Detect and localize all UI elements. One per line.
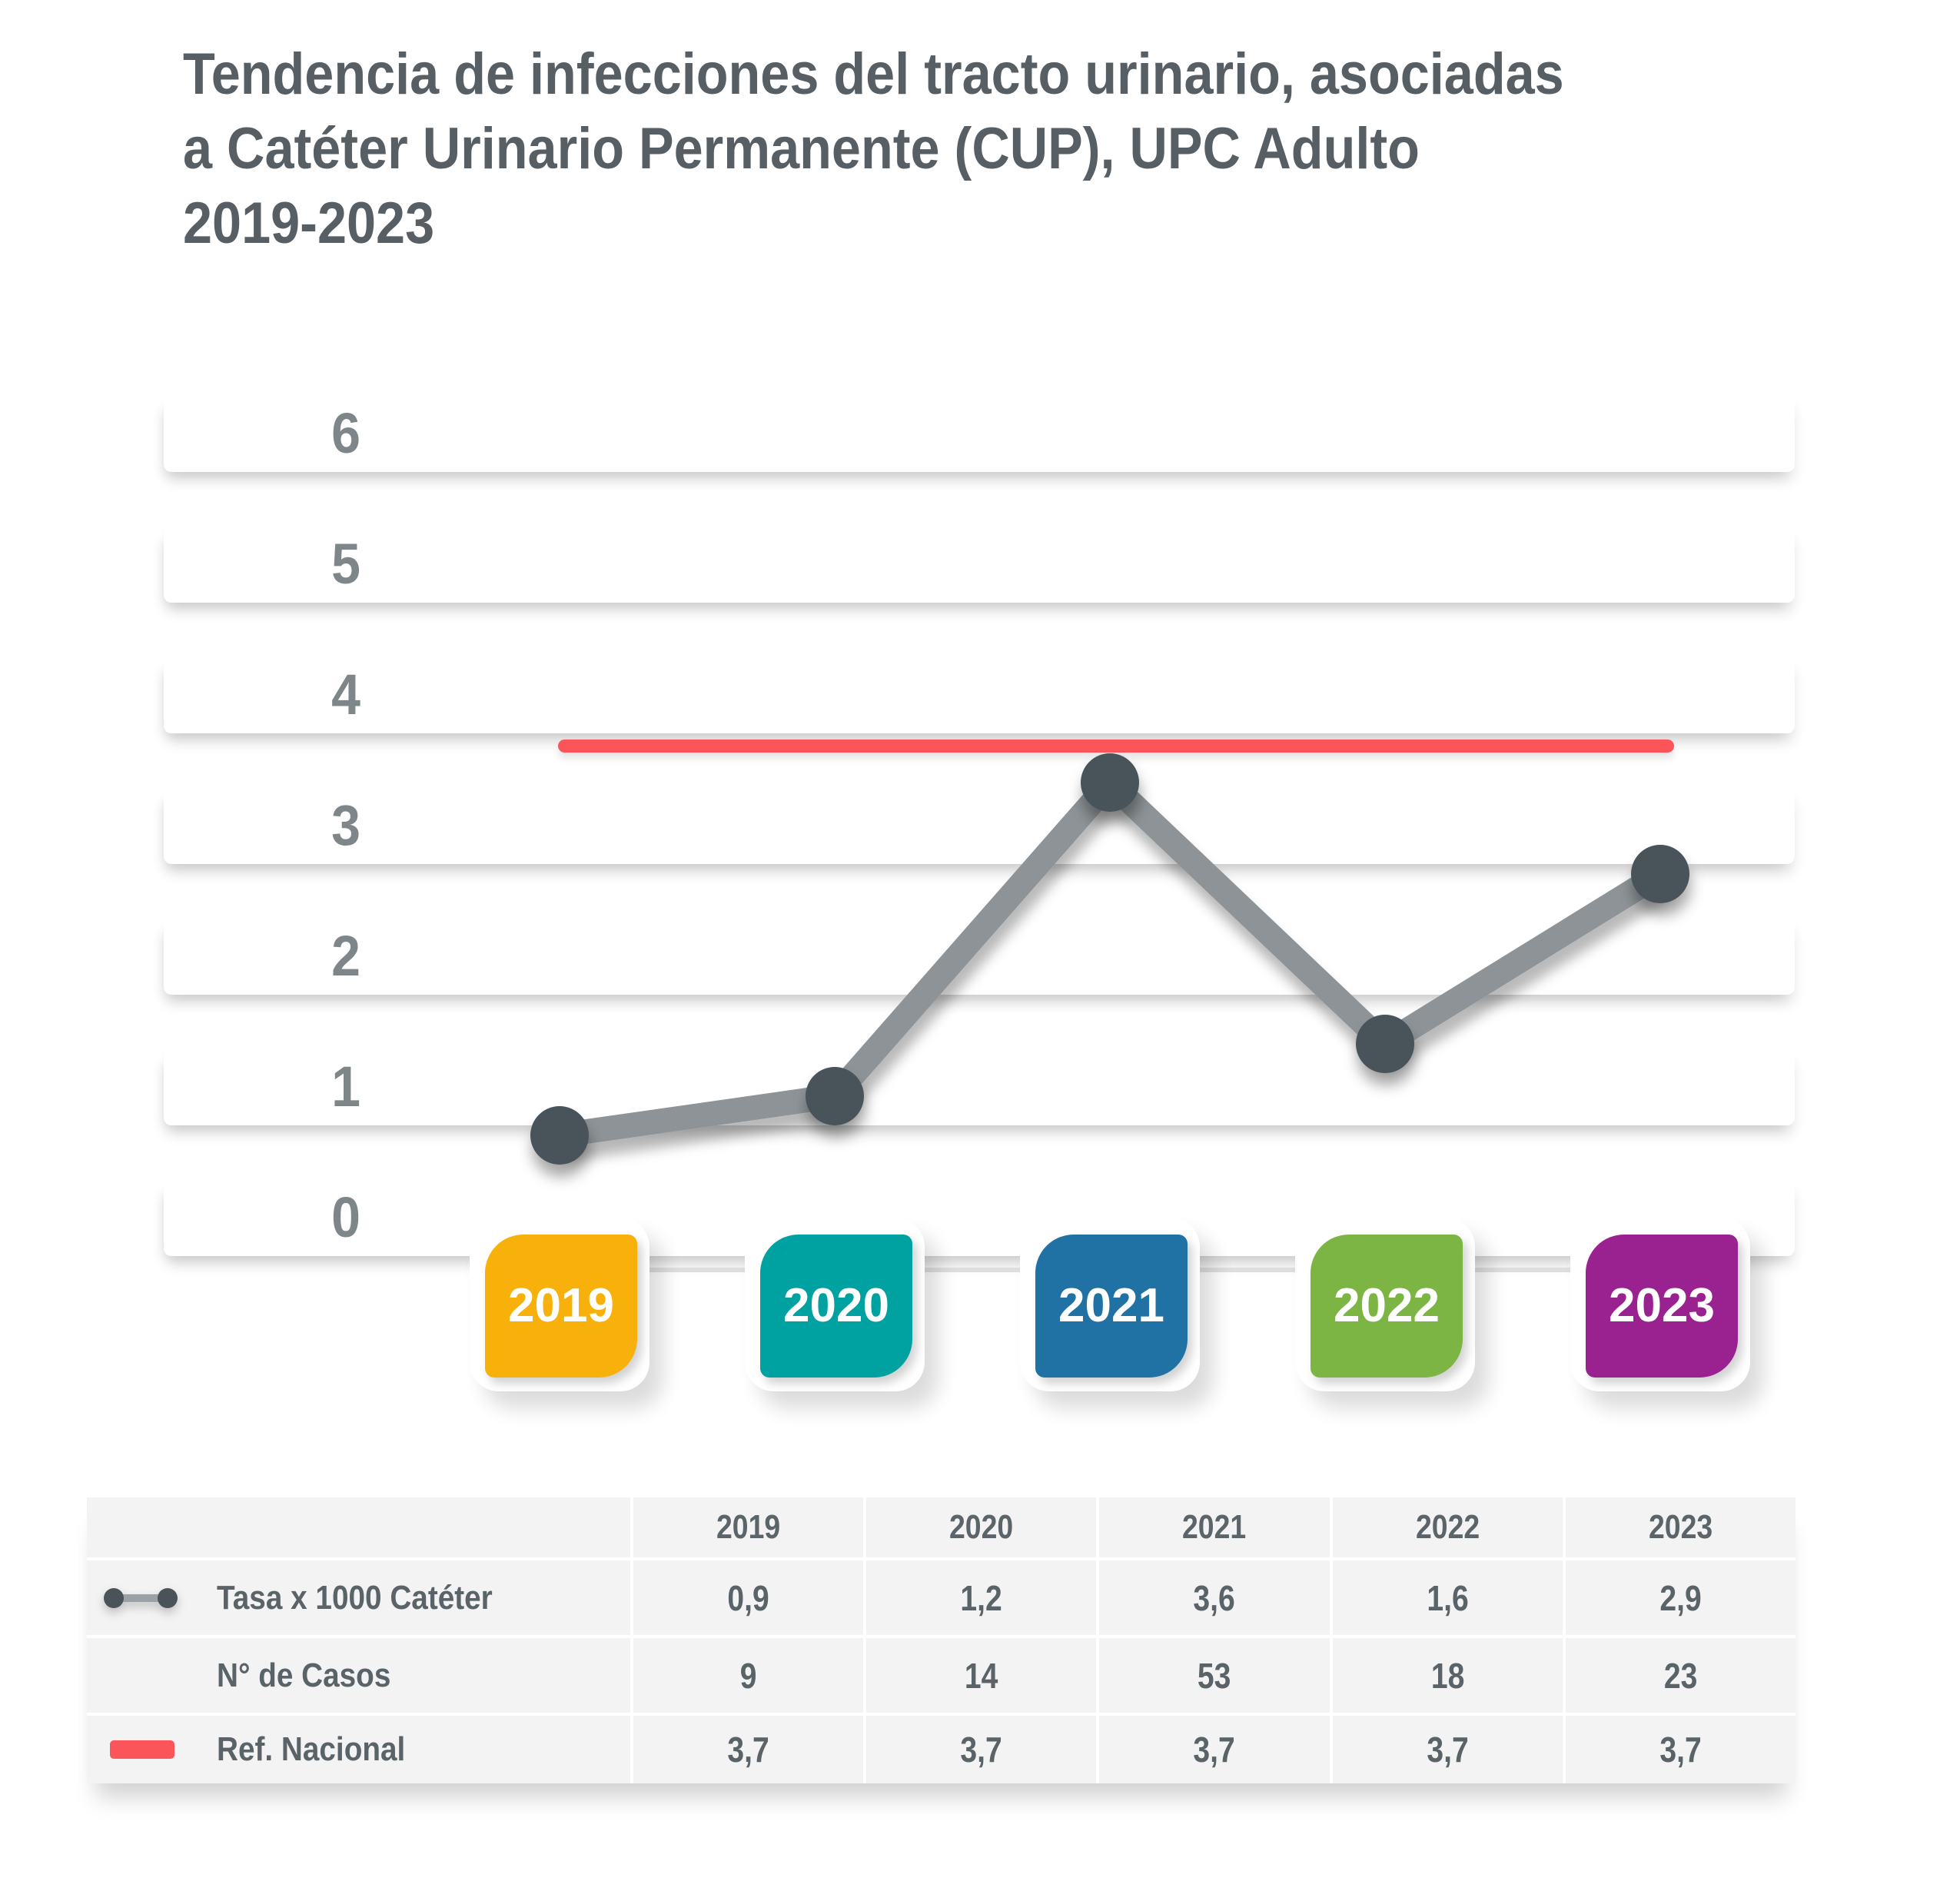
table-header-text: 2020 <box>949 1508 1014 1546</box>
table-value: 3,7 <box>1659 1730 1702 1770</box>
table-value: 53 <box>1198 1655 1231 1696</box>
year-chip-card-2020: 2020 <box>745 1218 925 1391</box>
year-chip-card-2019: 2019 <box>470 1218 649 1391</box>
table-value-cell: 3,7 <box>1099 1716 1330 1783</box>
table-value-cell: 2,9 <box>1565 1560 1796 1635</box>
chart-title-line-3: 2019-2023 <box>183 191 435 256</box>
table-value: 18 <box>1430 1655 1464 1696</box>
legend-icon-slot <box>87 1740 217 1759</box>
table-header-year-2021: 2021 <box>1099 1497 1330 1557</box>
table-value: 23 <box>1663 1655 1698 1696</box>
year-chip-2023: 2023 <box>1586 1235 1738 1378</box>
line-dots-icon-dot <box>104 1587 124 1608</box>
ref-nacional-line <box>558 739 1674 753</box>
table-value-cell: 14 <box>866 1638 1097 1713</box>
table-value: 14 <box>965 1655 998 1696</box>
table-value: 2,9 <box>1659 1577 1702 1618</box>
table-value: 1,6 <box>1427 1577 1469 1618</box>
table-value: 3,7 <box>1193 1730 1236 1770</box>
chart-title-line-1: Tendencia de infecciones del tracto urin… <box>183 42 1564 107</box>
year-chip-card-2023: 2023 <box>1570 1218 1750 1391</box>
table-value: 9 <box>739 1655 757 1696</box>
table-value-cell: 9 <box>633 1638 864 1713</box>
year-chip-2019: 2019 <box>485 1235 637 1378</box>
table-value: 3,7 <box>960 1730 1002 1770</box>
table-value: 0,9 <box>727 1577 769 1618</box>
line-dots-icon-bar <box>113 1594 168 1602</box>
chart-title: Tendencia de infecciones del tracto urin… <box>183 37 1717 261</box>
grid-band-5 <box>164 526 1795 603</box>
table-value-cell: 3,7 <box>1565 1716 1796 1783</box>
table-value-cell: 18 <box>1332 1638 1563 1713</box>
y-axis-label-1: 1 <box>331 1055 360 1118</box>
table-row-label-cell: N° de Casos <box>87 1638 630 1713</box>
table-header-year-2022: 2022 <box>1332 1497 1563 1557</box>
year-chip-label: 2021 <box>1058 1279 1164 1332</box>
table-value-cell: 3,6 <box>1099 1560 1330 1635</box>
table-value: 3,7 <box>1427 1730 1469 1770</box>
table-row-label: N° de Casos <box>217 1656 391 1694</box>
year-chip-card-2022: 2022 <box>1295 1218 1475 1391</box>
grid-band-4 <box>164 656 1795 733</box>
legend-icon-slot <box>87 1583 217 1613</box>
year-chip-2020: 2020 <box>760 1235 912 1378</box>
table-value-cell: 23 <box>1565 1638 1796 1713</box>
table-header-text: 2019 <box>716 1508 781 1546</box>
table-value-cell: 1,6 <box>1332 1560 1563 1635</box>
table-header-year-2023: 2023 <box>1565 1497 1796 1557</box>
ref-swatch-icon <box>110 1740 174 1759</box>
table-value-cell: 0,9 <box>633 1560 864 1635</box>
year-chip-2022: 2022 <box>1311 1235 1463 1378</box>
year-chip-card-2021: 2021 <box>1020 1218 1200 1391</box>
table-row-label: Tasa x 1000 Catéter <box>217 1578 493 1617</box>
y-axis-label-4: 4 <box>331 663 360 726</box>
grid-band-3 <box>164 787 1795 864</box>
table-value: 1,2 <box>960 1577 1002 1618</box>
y-axis-label-2: 2 <box>331 924 360 988</box>
grid-band-1 <box>164 1049 1795 1125</box>
grid-band-6 <box>164 395 1795 472</box>
y-axis-label-5: 5 <box>331 532 360 596</box>
grid-band-0 <box>164 1179 1795 1256</box>
table-value-cell: 1,2 <box>866 1560 1097 1635</box>
table-value-cell: 3,7 <box>1332 1716 1563 1783</box>
table-value-cell: 53 <box>1099 1638 1330 1713</box>
table-row-label-cell: Ref. Nacional <box>87 1716 630 1783</box>
grid-band-2 <box>164 918 1795 995</box>
table-header-text: 2021 <box>1182 1508 1247 1546</box>
table-value: 3,7 <box>727 1730 769 1770</box>
data-table: 2019 2020 2021 2022 2023 Tasa x 1000 Catéter 0… <box>87 1497 1796 1783</box>
year-chip-label: 2019 <box>508 1279 614 1332</box>
y-axis-label-0: 0 <box>331 1185 360 1249</box>
table-header-empty-cell <box>87 1497 630 1557</box>
line-dots-icon <box>104 1583 178 1613</box>
table-header-year-2019: 2019 <box>633 1497 864 1557</box>
y-axis-label-3: 3 <box>331 793 360 857</box>
table-value-cell: 3,7 <box>633 1716 864 1783</box>
table-header-year-2020: 2020 <box>866 1497 1097 1557</box>
chart-title-line-2: a Catéter Urinario Permanente (CUP), UPC… <box>183 116 1420 181</box>
year-chip-label: 2022 <box>1334 1279 1440 1332</box>
table-value: 3,6 <box>1193 1577 1236 1618</box>
table-header-text: 2023 <box>1648 1508 1713 1546</box>
table-row-label-cell: Tasa x 1000 Catéter <box>87 1560 630 1635</box>
table-header-text: 2022 <box>1415 1508 1480 1546</box>
year-chip-2021: 2021 <box>1035 1235 1188 1378</box>
table-value-cell: 3,7 <box>866 1716 1097 1783</box>
table-row-label: Ref. Nacional <box>217 1730 406 1768</box>
year-chip-label: 2023 <box>1609 1279 1715 1332</box>
y-axis-label-6: 6 <box>331 401 360 465</box>
line-dots-icon-dot <box>158 1587 178 1608</box>
year-chip-label: 2020 <box>783 1279 889 1332</box>
